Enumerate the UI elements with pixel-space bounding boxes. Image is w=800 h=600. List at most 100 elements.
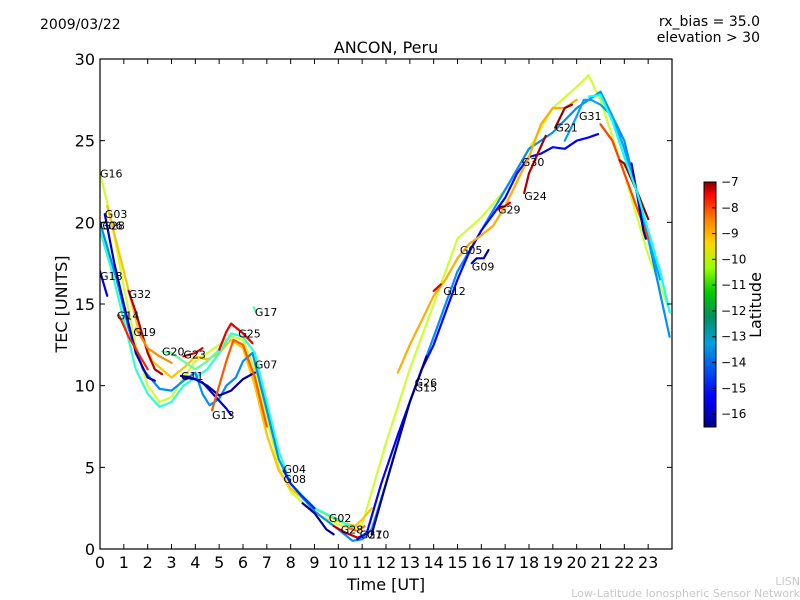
x-tick-label: 12 bbox=[376, 553, 396, 572]
satellite-label-g17: G17 bbox=[255, 306, 278, 319]
tec-trace bbox=[100, 270, 109, 297]
footer-network-name: Low-Latitude Ionospheric Sensor Network bbox=[571, 587, 800, 600]
tec-trace bbox=[587, 93, 671, 314]
rx-bias-label: rx_bias = 35.0 bbox=[658, 14, 760, 30]
colorbar-tick-label: −15 bbox=[721, 381, 746, 395]
tec-trace bbox=[160, 348, 221, 371]
satellite-label-g13: G13 bbox=[212, 409, 235, 422]
x-tick-label: 5 bbox=[214, 553, 224, 572]
satellite-label-g12: G12 bbox=[443, 285, 466, 298]
satellite-label-g08: G08 bbox=[284, 473, 307, 486]
x-tick-label: 1 bbox=[119, 553, 129, 572]
satellite-label-g24: G24 bbox=[524, 190, 547, 203]
satellite-label-g19: G19 bbox=[133, 326, 156, 339]
x-tick-label: 4 bbox=[190, 553, 200, 572]
tec-trace bbox=[630, 162, 647, 240]
satellite-label-g31: G31 bbox=[579, 110, 602, 123]
tec-trace bbox=[100, 229, 354, 529]
x-axis: 0 1 2 3 4 5 6 7 8 9 10 11 12 13 14 15 16 17 18 19 20 21 22 23 bbox=[95, 59, 658, 572]
tec-trace bbox=[282, 469, 316, 510]
y-axis: 0 5 10 15 20 25 30 bbox=[75, 50, 672, 559]
colorbar-tick-label: −9 bbox=[721, 227, 739, 241]
x-tick-label: 16 bbox=[471, 553, 491, 572]
y-tick-label: 25 bbox=[75, 132, 95, 151]
satellite-label-g05: G05 bbox=[460, 244, 483, 257]
satellite-label-g32: G32 bbox=[129, 288, 152, 301]
tec-trace bbox=[210, 338, 268, 428]
y-tick-label: 15 bbox=[75, 295, 95, 314]
satellite-label-g28: G28 bbox=[102, 220, 125, 233]
colorbar-gradient bbox=[703, 181, 717, 428]
x-tick-label: 19 bbox=[543, 553, 563, 572]
footer-network-short: LISN bbox=[775, 575, 800, 588]
x-tick-label: 11 bbox=[352, 553, 372, 572]
satellite-label-g28b: G28 bbox=[341, 523, 364, 536]
elevation-label: elevation > 30 bbox=[656, 30, 760, 46]
colorbar-tick-label: −11 bbox=[721, 278, 746, 292]
x-tick-label: 13 bbox=[400, 553, 420, 572]
satellite-label-g30: G30 bbox=[522, 156, 545, 169]
x-tick-label: 17 bbox=[495, 553, 515, 572]
satellite-labels-group: G16G03G06G28G18G32G14G19G20G23G11G13G17G… bbox=[100, 110, 602, 541]
satellite-label-g15: G15 bbox=[415, 381, 438, 394]
satellite-label-g16: G16 bbox=[100, 167, 123, 180]
x-tick-label: 21 bbox=[590, 553, 610, 572]
x-tick-label: 23 bbox=[638, 553, 658, 572]
chart-title: ANCON, Peru bbox=[333, 38, 439, 57]
satellite-label-g11: G11 bbox=[181, 370, 204, 383]
satellite-label-g23: G23 bbox=[183, 349, 206, 362]
satellite-label-g29: G29 bbox=[498, 203, 521, 216]
tec-trace bbox=[182, 347, 204, 358]
satellite-label-g04: G04 bbox=[284, 463, 307, 476]
colorbar-tick-label: −16 bbox=[721, 407, 746, 421]
satellite-label-g09: G09 bbox=[472, 260, 495, 273]
tec-trace bbox=[100, 74, 669, 531]
x-tick-label: 18 bbox=[519, 553, 539, 572]
colorbar-tick-label: −14 bbox=[721, 356, 746, 370]
x-tick-label: 22 bbox=[614, 553, 634, 572]
satellite-label-g26: G26 bbox=[415, 376, 438, 389]
tec-trace bbox=[106, 204, 373, 528]
x-tick-label: 20 bbox=[566, 553, 586, 572]
x-tick-label: 14 bbox=[423, 553, 443, 572]
y-axis-title: TEC [UNITS] bbox=[52, 256, 71, 354]
colorbar-tick-label: −12 bbox=[721, 304, 746, 318]
x-tick-label: 7 bbox=[262, 553, 272, 572]
tec-trace bbox=[356, 133, 600, 541]
tec-trace bbox=[301, 502, 335, 536]
satellite-label-g21: G21 bbox=[555, 122, 578, 135]
colorbar-tick-label: −10 bbox=[721, 252, 746, 266]
satellite-label-g10: G10 bbox=[367, 528, 390, 541]
tec-trace bbox=[432, 283, 442, 292]
tec-trace bbox=[370, 355, 428, 536]
x-tick-label: 10 bbox=[328, 553, 348, 572]
tec-trace bbox=[179, 374, 233, 417]
plot-parameters: rx_bias = 35.0 elevation > 30 bbox=[657, 14, 760, 46]
colorbar-tick-label: −7 bbox=[721, 175, 739, 189]
x-tick-label: 2 bbox=[143, 553, 153, 572]
colorbar-tick-label: −8 bbox=[721, 201, 739, 215]
satellite-label-g03: G03 bbox=[105, 208, 128, 221]
tec-trace bbox=[396, 98, 578, 374]
satellite-label-g18: G18 bbox=[100, 270, 123, 283]
y-tick-label: 10 bbox=[75, 377, 95, 396]
x-axis-title: Time [UT] bbox=[346, 575, 425, 594]
x-tick-label: 9 bbox=[309, 553, 319, 572]
traces-group bbox=[100, 74, 671, 542]
satellite-label-g27: G27 bbox=[360, 528, 383, 541]
x-tick-label: 3 bbox=[166, 553, 176, 572]
satellite-label-g06: G06 bbox=[100, 220, 123, 233]
satellite-label-g14: G14 bbox=[117, 309, 140, 322]
colorbar: −7 −8 −9 −10 −11 −12 −13 −14 −15 −16 Latitude bbox=[703, 175, 765, 428]
tec-trace bbox=[127, 289, 164, 376]
x-tick-label: 6 bbox=[238, 553, 248, 572]
tec-trace bbox=[346, 525, 366, 533]
plot-frame bbox=[99, 58, 673, 550]
tec-trace bbox=[523, 134, 547, 194]
colorbar-title: Latitude bbox=[746, 272, 765, 338]
satellite-label-g07: G07 bbox=[255, 358, 278, 371]
x-tick-label: 15 bbox=[447, 553, 467, 572]
satellite-label-g02: G02 bbox=[329, 512, 352, 525]
tec-trace bbox=[103, 213, 156, 382]
